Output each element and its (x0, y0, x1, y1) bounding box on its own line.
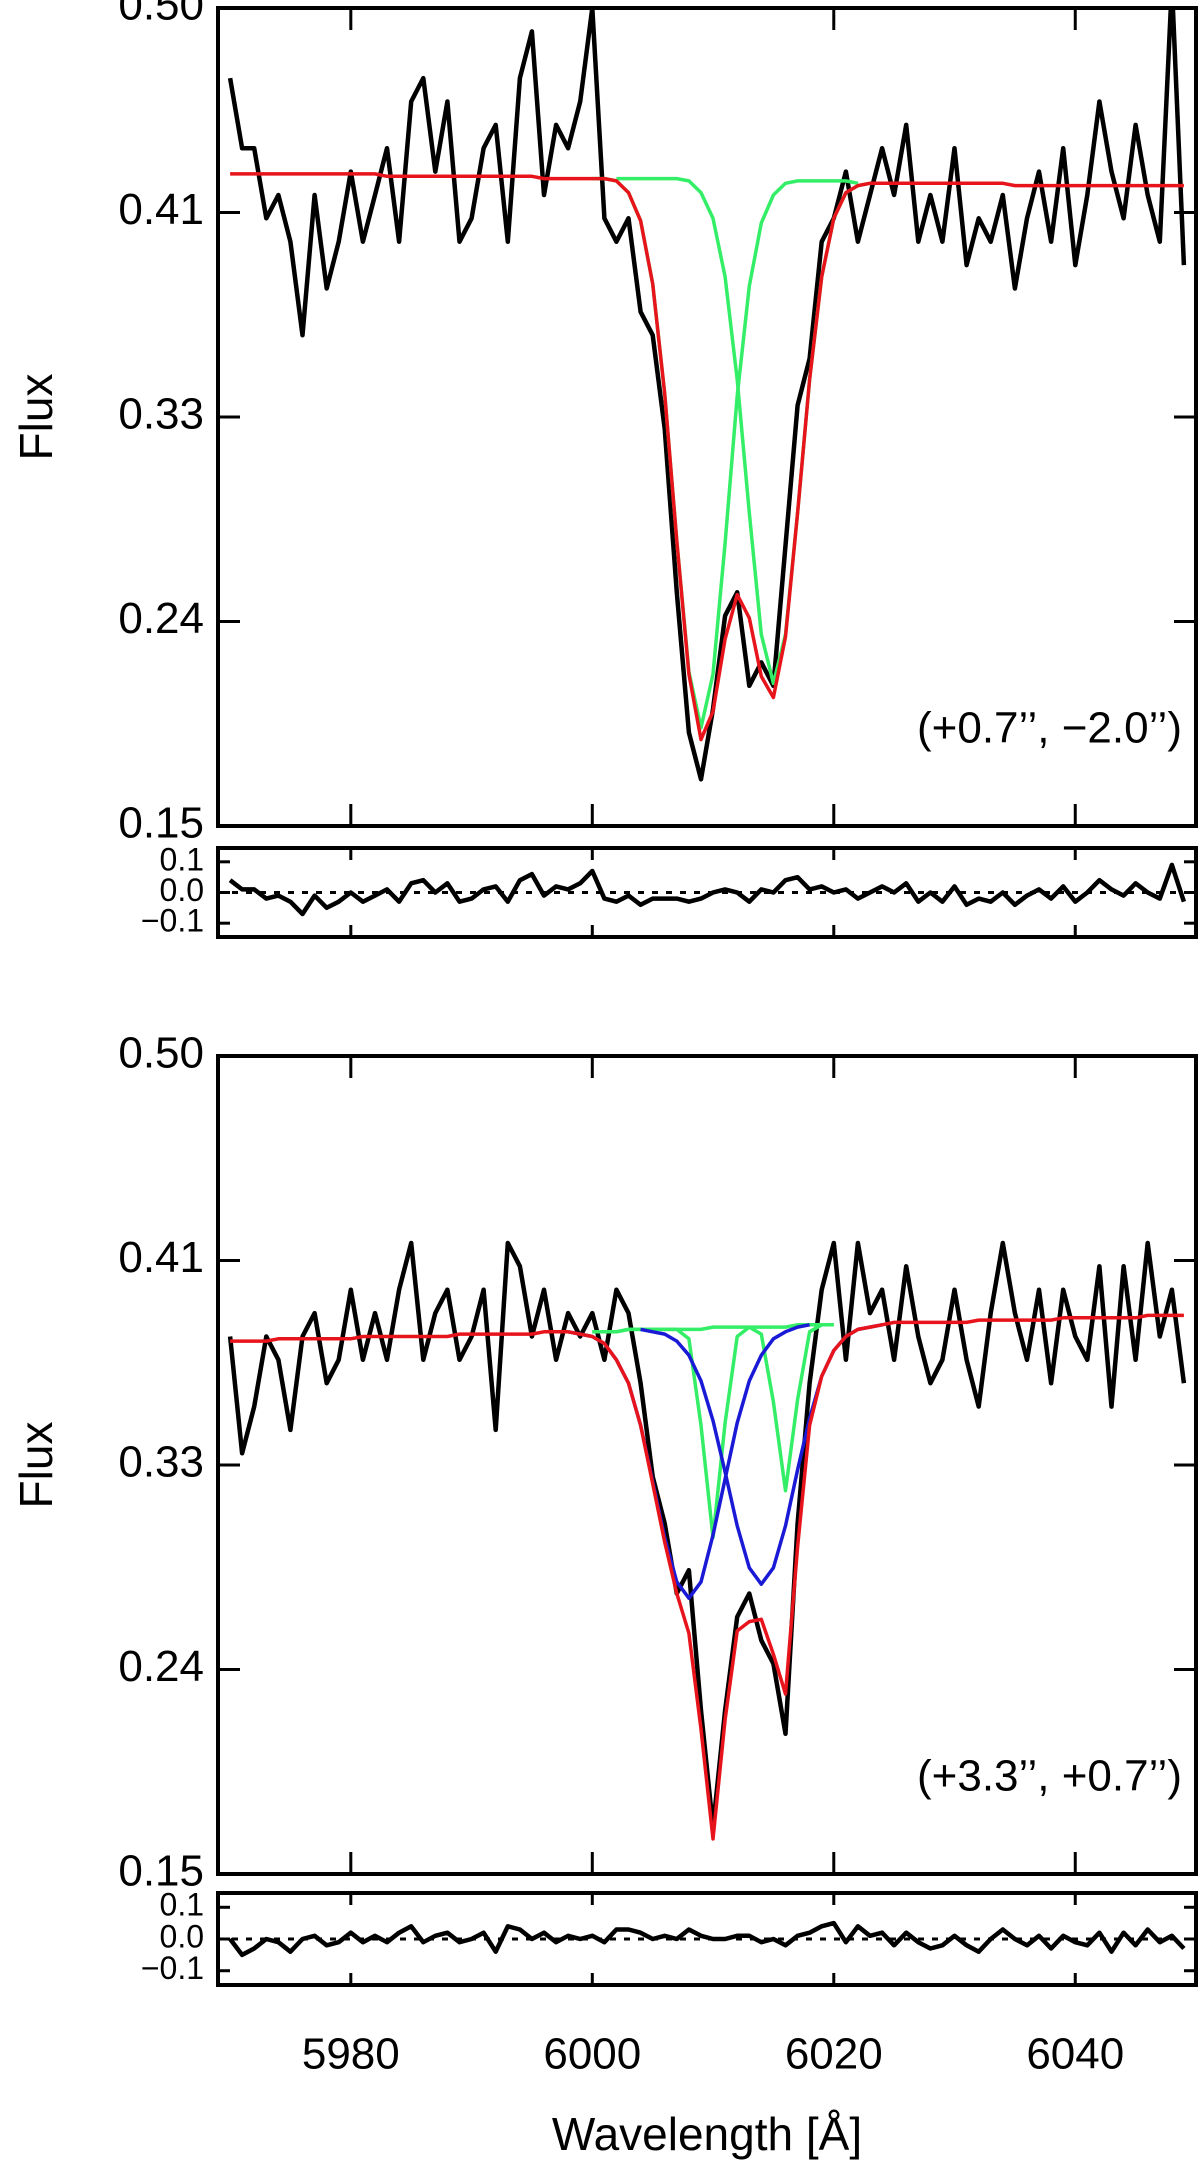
plot-frame (216, 1891, 1198, 1987)
y-axis-label: Flux (10, 1422, 62, 1509)
spectrum-line (230, 1313, 1184, 1841)
y-tick-label: 0.0 (160, 1918, 204, 1954)
y-tick-label: 0.41 (118, 1233, 204, 1282)
y-tick-label: 0.50 (118, 1029, 204, 1078)
plot-frame (216, 6, 1198, 828)
spectrum-line (616, 176, 919, 686)
y-tick-label: 0.33 (118, 390, 204, 439)
y-tick-label: 0.15 (118, 1847, 204, 1896)
annotation: (+0.7’’, −2.0’’) (917, 704, 1182, 753)
spectrum-line (228, 1920, 1186, 1958)
spectrum-line (640, 1323, 883, 1586)
y-tick-label: 0.1 (160, 1887, 204, 1923)
x-tick-label: 6000 (543, 2030, 641, 2079)
y-tick-label: −0.1 (141, 903, 204, 939)
spectrum-line (228, 862, 1187, 917)
y-tick-label: 0.33 (118, 1438, 204, 1487)
y-tick-label: 0.41 (118, 185, 204, 234)
y-tick-label: −0.1 (141, 1950, 204, 1986)
y-tick-label: 0.50 (118, 0, 204, 30)
spectrum-line (227, 8, 1187, 782)
y-tick-label: 0.15 (118, 799, 204, 848)
x-axis-label: Wavelength [Å] (552, 2108, 862, 2160)
annotation: (+3.3’’, +0.7’’) (917, 1752, 1182, 1801)
x-tick-label: 6040 (1026, 2030, 1124, 2079)
spectrum-line (592, 1323, 834, 1493)
spectrum-line (230, 172, 1184, 742)
spectrum-line (227, 1240, 1187, 1830)
y-tick-label: 0.24 (118, 1642, 204, 1691)
spectrum-line (567, 1323, 810, 1600)
y-tick-label: 0.24 (118, 594, 204, 643)
y-axis-label: Flux (10, 374, 62, 461)
x-tick-label: 6020 (785, 2030, 883, 2079)
y-tick-label: 0.1 (160, 841, 204, 877)
plot-frame (216, 846, 1198, 939)
plot-frame (216, 1054, 1198, 1876)
x-tick-label: 5980 (302, 2030, 400, 2079)
y-tick-label: 0.0 (160, 872, 204, 908)
